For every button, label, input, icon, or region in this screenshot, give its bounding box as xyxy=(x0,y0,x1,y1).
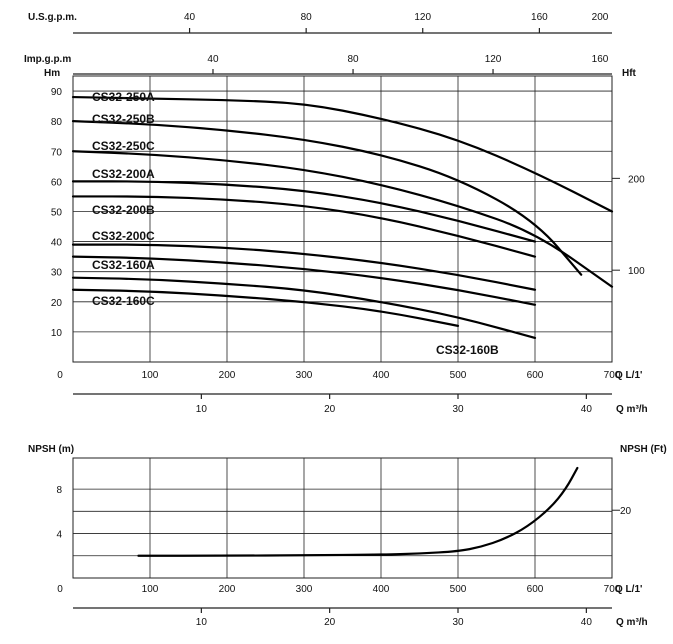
head-flow-chart: Hm Hft U.S.g.p.m. Imp.g.p.m Q L/1' Q m³/… xyxy=(24,12,648,415)
y-tick-label: 10 xyxy=(51,328,63,339)
top-axis-tick-label: 200 xyxy=(592,12,609,23)
npsh-y-tick-label: 8 xyxy=(56,485,62,496)
x-tick-label: 300 xyxy=(296,370,313,381)
y-tick-label: 40 xyxy=(51,238,63,249)
npsh-curve xyxy=(137,466,579,557)
curve-label-cs32-160c: CS32-160C xyxy=(92,294,155,308)
npsh-m3h-tick-label: 10 xyxy=(196,617,208,628)
x-tick-label: 100 xyxy=(142,370,159,381)
y-tick-label: 20 xyxy=(51,298,63,309)
npsh-x-tick-label: 0 xyxy=(57,584,63,595)
y2-tick-label: 200 xyxy=(628,174,645,185)
curve-cs32-250a xyxy=(71,95,614,213)
curve-cs32-160a xyxy=(71,255,537,306)
y-tick-label: 80 xyxy=(51,117,63,128)
x-tick-label: 0 xyxy=(57,370,63,381)
y-tick-label: 70 xyxy=(51,147,63,158)
x-axis-label-q-lmin: Q L/1' xyxy=(615,370,642,381)
curve-label-cs32-250c: CS32-250C xyxy=(92,139,155,153)
x-tick-label: 500 xyxy=(450,370,467,381)
npsh-m3h-tick-label: 30 xyxy=(452,617,464,628)
curve-label-cs32-160b: CS32-160B xyxy=(436,343,499,357)
imp-gpm-axis-label: Imp.g.p.m xyxy=(24,54,71,65)
curve-cs32-250c xyxy=(71,150,614,288)
npsh-m-axis-label: NPSH (m) xyxy=(28,444,74,455)
y2-axis-label-hft: Hft xyxy=(622,68,637,79)
npsh-x-tick-label: 700 xyxy=(604,584,621,595)
npsh-x-tick-label: 400 xyxy=(373,584,390,595)
npsh-x-axis-label-q-m3h: Q m³/h xyxy=(616,617,648,628)
curve-label-cs32-250b: CS32-250B xyxy=(92,112,155,126)
x-tick-label: 600 xyxy=(527,370,544,381)
npsh-x-tick-label: 300 xyxy=(296,584,313,595)
m3h-tick-label: 20 xyxy=(324,404,336,415)
npsh-y2-tick-label: 20 xyxy=(620,506,632,517)
npsh-ft-axis-label: NPSH (Ft) xyxy=(620,444,667,455)
npsh-x-tick-label: 200 xyxy=(219,584,236,595)
us-gpm-axis-label: U.S.g.p.m. xyxy=(28,12,77,23)
curve-cs32-200c xyxy=(71,243,537,291)
top-axis-tick-label: 40 xyxy=(184,12,196,23)
top-axis-tick-label: 120 xyxy=(485,54,502,65)
m3h-tick-label: 10 xyxy=(196,404,208,415)
x-tick-label: 200 xyxy=(219,370,236,381)
npsh-m3h-tick-label: 40 xyxy=(581,617,593,628)
y-tick-label: 50 xyxy=(51,207,63,218)
curve-cs32-200b xyxy=(71,195,537,258)
top-axis-tick-label: 80 xyxy=(347,54,359,65)
x-tick-label: 700 xyxy=(604,370,621,381)
m3h-tick-label: 30 xyxy=(452,404,464,415)
curve-label-cs32-200a: CS32-200A xyxy=(92,167,155,181)
curve-cs32-250b xyxy=(71,120,583,276)
y-tick-label: 30 xyxy=(51,268,63,279)
y-tick-label: 60 xyxy=(51,177,63,188)
top-axis-tick-label: 160 xyxy=(592,54,609,65)
curve-label-cs32-250a: CS32-250A xyxy=(92,90,155,104)
npsh-x-tick-label: 100 xyxy=(142,584,159,595)
curve-cs32-200a xyxy=(71,180,537,243)
npsh-x-tick-label: 600 xyxy=(527,584,544,595)
y-axis-label-hm: Hm xyxy=(44,68,60,79)
npsh-chart: NPSH (m) NPSH (Ft) Q L/1' Q m³/h 0 100 200… xyxy=(28,444,667,628)
m3h-tick-label: 40 xyxy=(581,404,593,415)
npsh-plot-frame xyxy=(72,457,613,579)
curve-label-cs32-200c: CS32-200C xyxy=(92,229,155,243)
plot-frame xyxy=(72,75,613,363)
npsh-y-tick-label: 4 xyxy=(56,530,62,541)
top-axis-tick-label: 160 xyxy=(531,12,548,23)
y2-tick-label: 100 xyxy=(628,266,645,277)
curve-cs32-160b xyxy=(71,276,537,340)
y-tick-label: 90 xyxy=(51,87,63,98)
x-axis-label-q-m3h: Q m³/h xyxy=(616,404,648,415)
top-axis-tick-label: 40 xyxy=(207,54,219,65)
top-axis-tick-label: 80 xyxy=(301,12,313,23)
npsh-m3h-tick-label: 20 xyxy=(324,617,336,628)
curve-label-cs32-160a: CS32-160A xyxy=(92,258,155,272)
curve-cs32-160c xyxy=(71,288,460,327)
curve-label-cs32-200b: CS32-200B xyxy=(92,203,155,217)
x-tick-label: 400 xyxy=(373,370,390,381)
top-axis-tick-label: 120 xyxy=(414,12,431,23)
npsh-x-axis-label-q-lmin: Q L/1' xyxy=(615,584,642,595)
npsh-x-tick-label: 500 xyxy=(450,584,467,595)
